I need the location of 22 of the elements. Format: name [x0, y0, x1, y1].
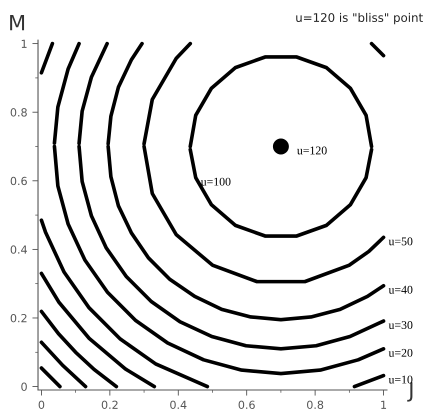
y-tick-label: 0.4 — [10, 245, 27, 254]
annotation: u=40 — [388, 286, 412, 294]
x-axis-title: J — [407, 382, 412, 402]
x-tick-label: 0.8 — [307, 400, 324, 410]
x-tick-label: 1 — [381, 400, 386, 409]
annotation: u=120 — [297, 146, 327, 154]
y-tick-label: 1 — [22, 40, 27, 48]
y-tick-label: 0.8 — [10, 108, 27, 117]
annotation: u=100 — [200, 178, 231, 186]
y-tick-label: 0.2 — [10, 314, 26, 322]
annotation: u=10 — [388, 376, 412, 384]
x-tick-label: 0.4 — [170, 400, 186, 410]
x-tick-label: 0.2 — [102, 400, 118, 410]
annotation: u=50 — [388, 237, 412, 246]
annotation: u=30 — [388, 321, 412, 330]
y-tick-label: 0 — [21, 382, 27, 391]
annotation: u=20 — [388, 348, 412, 357]
x-tick-label: 0 — [38, 400, 44, 410]
y-tick-label: 0.6 — [10, 176, 27, 186]
x-tick-label: 0.6 — [238, 400, 255, 410]
chart-title: u=120 is "bliss" point — [296, 12, 423, 24]
y-axis-title: M — [10, 15, 24, 30]
